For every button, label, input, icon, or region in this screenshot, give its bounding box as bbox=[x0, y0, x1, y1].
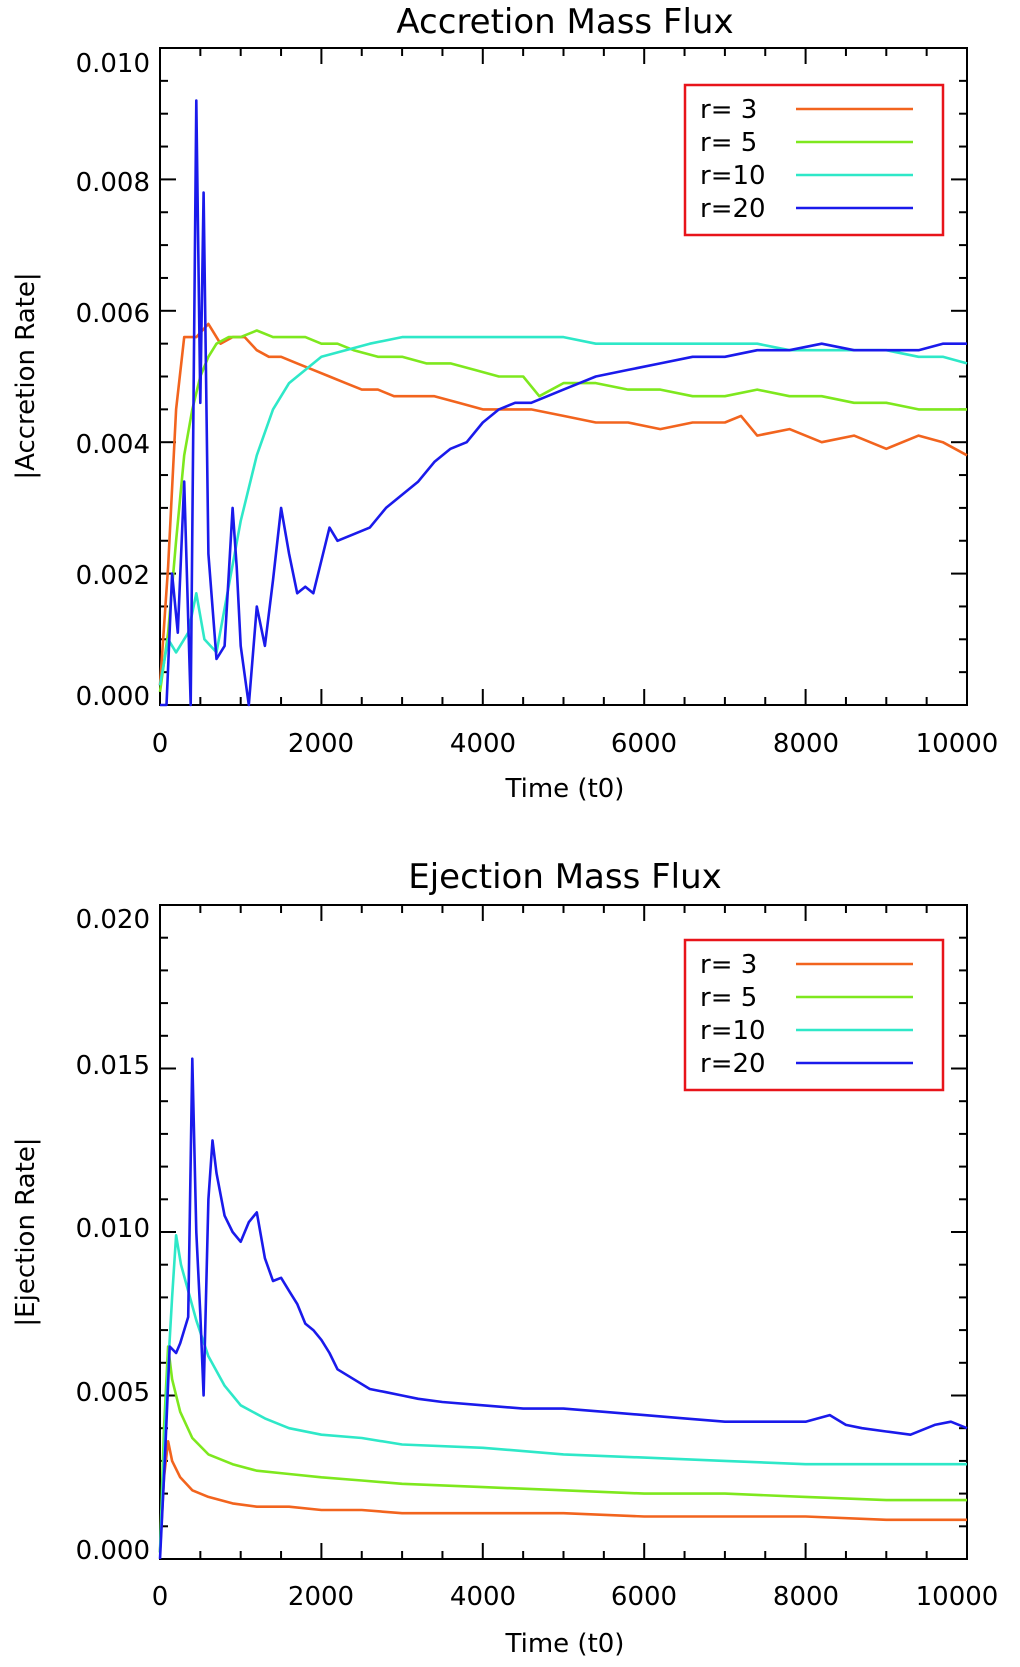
ejection-series-line-r5 bbox=[158, 1345, 967, 1553]
accretion-series-group bbox=[158, 99, 968, 707]
ejection-x-tick-label: 0 bbox=[152, 1582, 169, 1612]
accretion-y-axis-label: |Accretion Rate| bbox=[11, 272, 41, 479]
ejection-series-group bbox=[158, 1057, 968, 1560]
ejection-x-tick-label: 2000 bbox=[288, 1582, 354, 1612]
ejection-tick-marks bbox=[159, 904, 968, 1560]
ejection-y-tick-label: 0.000 bbox=[76, 1536, 150, 1566]
accretion-chart-title: Accretion Mass Flux bbox=[396, 2, 733, 42]
ejection-x-tick-labels: 0 2000 4000 6000 8000 10000 bbox=[152, 1582, 999, 1612]
ejection-x-tick-label: 8000 bbox=[773, 1582, 839, 1612]
accretion-y-tick-labels: 0.000 0.002 0.004 0.006 0.008 0.010 bbox=[76, 49, 150, 712]
ejection-panel: Ejection Mass Flux 0 2000 4000 6000 8000… bbox=[11, 857, 998, 1659]
accretion-series-line-r10 bbox=[158, 335, 968, 686]
accretion-x-tick-label: 10000 bbox=[916, 729, 999, 759]
accretion-y-tick-label: 0.008 bbox=[76, 168, 150, 198]
accretion-series-line-r3 bbox=[158, 322, 968, 686]
ejection-y-tick-labels: 0.000 0.005 0.010 0.015 0.020 bbox=[76, 905, 150, 1566]
ejection-legend-label: r=10 bbox=[700, 1016, 766, 1046]
accretion-x-tick-label: 4000 bbox=[450, 729, 516, 759]
ejection-chart-title: Ejection Mass Flux bbox=[408, 857, 722, 897]
ejection-y-tick-label: 0.005 bbox=[76, 1378, 150, 1408]
accretion-legend: r= 3 r= 5 r=10 r=20 bbox=[683, 83, 945, 237]
ejection-legend-label: r= 3 bbox=[700, 950, 757, 980]
accretion-legend-label: r=20 bbox=[700, 194, 766, 224]
accretion-y-tick-label: 0.010 bbox=[76, 49, 150, 79]
ejection-series-line-r20 bbox=[158, 1057, 968, 1560]
accretion-series-line-r5 bbox=[158, 329, 967, 693]
accretion-x-tick-label: 8000 bbox=[773, 729, 839, 759]
ejection-series-line-r3 bbox=[158, 1440, 967, 1553]
accretion-x-tick-label: 6000 bbox=[611, 729, 677, 759]
ejection-legend: r= 3 r= 5 r=10 r=20 bbox=[683, 938, 945, 1092]
accretion-x-tick-labels: 0 2000 4000 6000 8000 10000 bbox=[152, 729, 999, 759]
accretion-panel: Accretion Mass Flux 0 2000 4000 6000 800… bbox=[11, 2, 998, 804]
ejection-x-tick-label: 4000 bbox=[450, 1582, 516, 1612]
ejection-x-tick-label: 6000 bbox=[611, 1582, 677, 1612]
ejection-x-tick-label: 10000 bbox=[916, 1582, 999, 1612]
accretion-y-tick-label: 0.004 bbox=[76, 430, 150, 460]
accretion-x-tick-label: 2000 bbox=[288, 729, 354, 759]
ejection-y-tick-label: 0.010 bbox=[76, 1214, 150, 1244]
ejection-legend-label: r=20 bbox=[700, 1049, 766, 1079]
ejection-legend-label: r= 5 bbox=[700, 983, 757, 1013]
accretion-legend-label: r= 3 bbox=[700, 95, 757, 125]
ejection-series-line-r10 bbox=[158, 1234, 967, 1553]
ejection-y-axis-label: |Ejection Rate| bbox=[11, 1137, 41, 1326]
ejection-y-tick-label: 0.020 bbox=[76, 905, 150, 935]
accretion-y-tick-label: 0.006 bbox=[76, 299, 150, 329]
accretion-x-tick-label: 0 bbox=[152, 729, 169, 759]
ejection-y-tick-label: 0.015 bbox=[76, 1051, 150, 1081]
accretion-y-tick-label: 0.000 bbox=[76, 682, 150, 712]
accretion-y-tick-label: 0.002 bbox=[76, 561, 150, 591]
accretion-series-line-r20 bbox=[160, 99, 967, 707]
ejection-x-axis-label: Time (t0) bbox=[505, 1629, 625, 1659]
accretion-x-axis-label: Time (t0) bbox=[505, 774, 625, 804]
accretion-legend-label: r= 5 bbox=[700, 128, 757, 158]
accretion-legend-label: r=10 bbox=[700, 161, 766, 191]
